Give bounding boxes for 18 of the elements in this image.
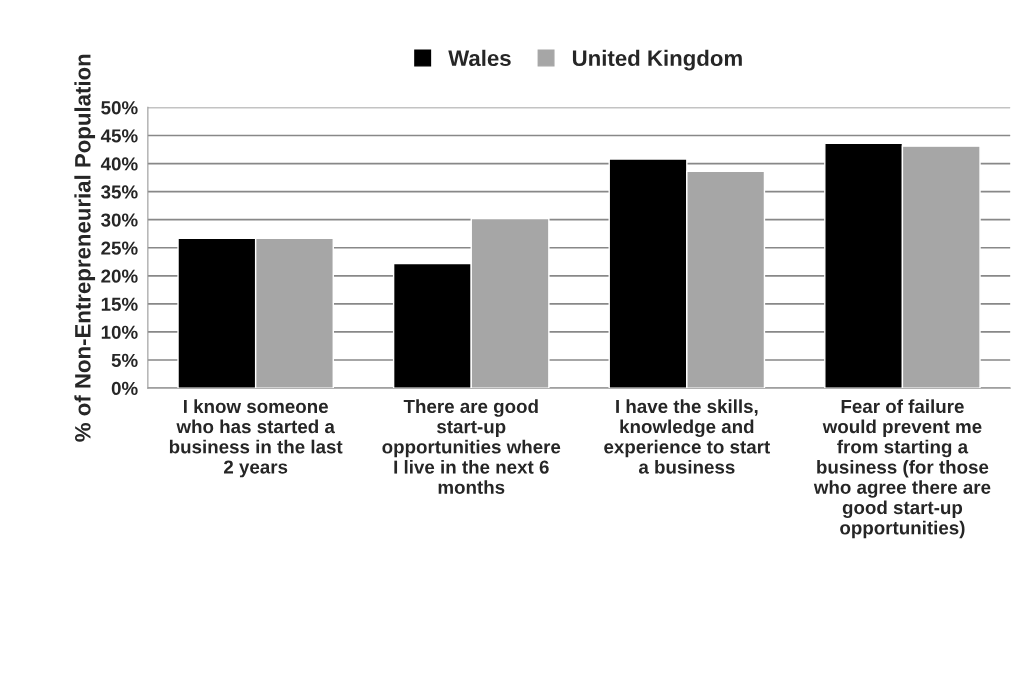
y-tick-label: 45% (100, 129, 138, 143)
x-tick-label: I know someone who has started a business in the last 2 years (169, 399, 343, 478)
y-tick-label: 25% (101, 241, 138, 255)
y-tick-label: 15% (101, 297, 138, 311)
y-tick-label: 5% (111, 353, 138, 367)
y-tick-label: 20% (101, 269, 138, 283)
x-tick-label: Fear of failure would prevent me from starting a business (for those who agree there are good start-up opportunities) (813, 399, 991, 539)
x-tick-label: There are good start-up opportunities where I live in the next 6 months (382, 399, 561, 494)
y-tick-label: 10% (101, 325, 138, 339)
y-tick-label: 35% (101, 185, 138, 199)
legend-label: United Kingdom (572, 49, 742, 71)
y-tick-label: 40% (100, 157, 138, 171)
y-axis-title: % of Non-Entrepreneurial Population (74, 54, 96, 442)
y-tick-label: 50% (101, 101, 138, 115)
legend-label: Wales (448, 49, 511, 67)
y-tick-label: 0% (111, 381, 138, 396)
x-tick-label: I have the skills, knowledge and experience to start a business (604, 399, 770, 474)
y-tick-label: 30% (101, 213, 138, 227)
